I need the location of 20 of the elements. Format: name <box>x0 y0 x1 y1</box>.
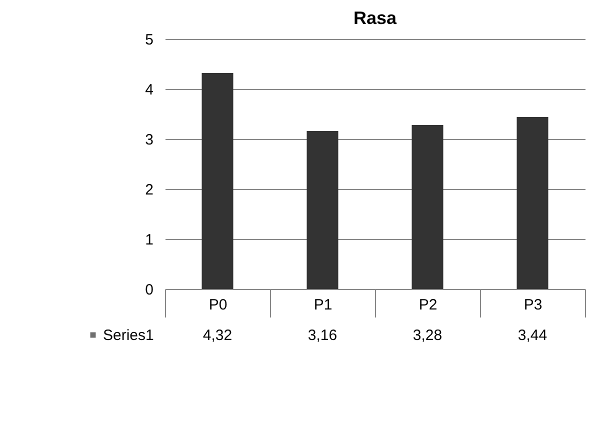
x-tick-label: P3 <box>524 296 542 314</box>
x-tick-label: P0 <box>208 296 228 314</box>
y-tick-label: 5 <box>145 32 154 48</box>
bar <box>412 125 444 289</box>
bar <box>306 131 338 289</box>
y-tick-label: 2 <box>145 182 154 198</box>
y-tick-label: 4 <box>145 82 154 98</box>
bar <box>516 117 548 289</box>
y-tick-label: 0 <box>145 282 154 298</box>
bar <box>202 73 234 289</box>
data-label: 3,16 <box>308 327 338 344</box>
data-label: 3,44 <box>518 327 548 344</box>
x-tick-label: P1 <box>314 296 332 314</box>
legend-label: Series1 <box>103 327 154 344</box>
data-label: 3,28 <box>412 327 442 344</box>
chart-title: Rasa <box>353 8 398 28</box>
x-tick-label: P2 <box>418 296 438 314</box>
y-tick-label: 3 <box>145 132 154 148</box>
y-tick-label: 1 <box>145 232 154 248</box>
data-label: 4,32 <box>202 327 232 344</box>
